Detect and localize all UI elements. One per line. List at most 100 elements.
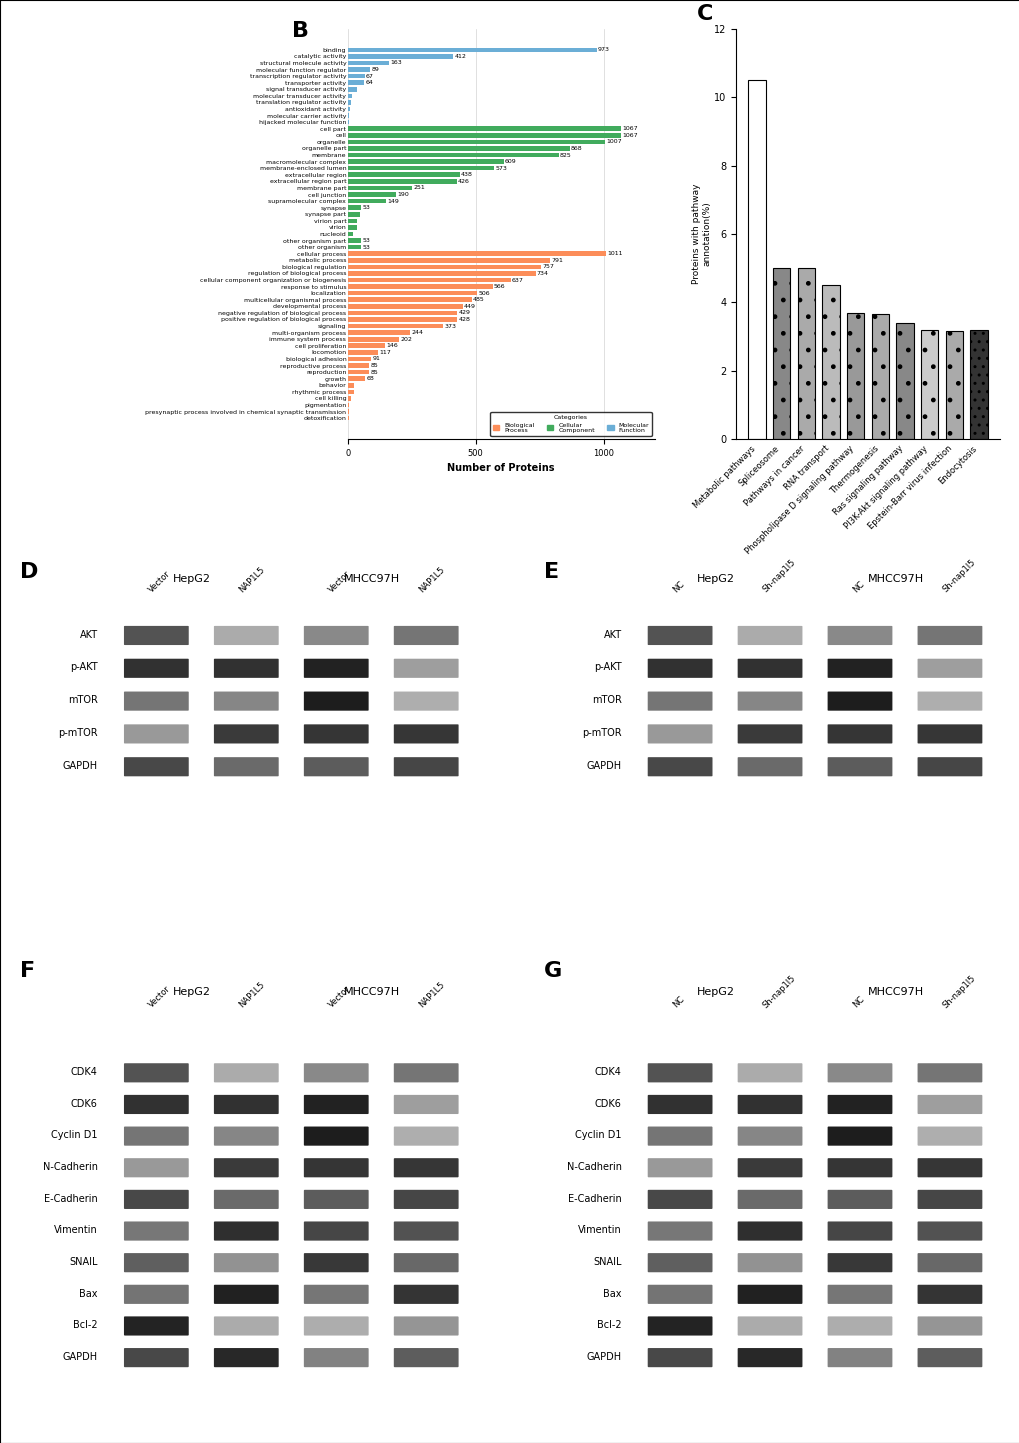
Text: N-Cadherin: N-Cadherin [566,1162,621,1172]
Bar [347,291,477,296]
Text: Vector: Vector [327,569,353,595]
Text: 199: 199 [195,227,224,241]
FancyBboxPatch shape [304,1095,368,1114]
Text: 1067: 1067 [622,133,637,139]
FancyBboxPatch shape [647,1095,712,1114]
FancyBboxPatch shape [737,1316,802,1336]
Ellipse shape [99,141,247,326]
Text: NC: NC [850,994,865,1010]
Text: p-mTOR: p-mTOR [582,729,621,739]
Text: NAP1L5: NAP1L5 [237,980,266,1010]
FancyBboxPatch shape [304,758,368,776]
Text: 573: 573 [495,166,507,170]
FancyBboxPatch shape [917,1253,981,1273]
Text: 53: 53 [362,238,370,242]
Text: HepG2: HepG2 [173,987,211,997]
Text: NAP1L5: NAP1L5 [417,566,446,595]
FancyBboxPatch shape [304,1127,368,1146]
Bar [347,310,457,315]
Bar [347,416,348,420]
FancyBboxPatch shape [214,626,278,645]
FancyBboxPatch shape [393,691,459,711]
Text: mTOR: mTOR [591,696,621,706]
Text: Sh-nap1l5: Sh-nap1l5 [760,973,797,1010]
FancyBboxPatch shape [124,1095,189,1114]
Bar [347,395,351,401]
FancyBboxPatch shape [124,1190,189,1209]
FancyBboxPatch shape [826,626,892,645]
FancyBboxPatch shape [304,1190,368,1209]
Text: 251: 251 [413,186,425,190]
FancyBboxPatch shape [917,1190,981,1209]
FancyBboxPatch shape [647,1316,712,1336]
Text: 64: 64 [365,81,373,85]
FancyBboxPatch shape [304,1348,368,1367]
Ellipse shape [40,141,187,326]
Text: Bcl-2: Bcl-2 [596,1320,621,1330]
Text: HepG2: HepG2 [696,574,735,584]
FancyBboxPatch shape [393,1253,459,1273]
Bar [797,268,814,439]
Bar [871,315,889,439]
FancyBboxPatch shape [393,1316,459,1336]
FancyBboxPatch shape [826,658,892,678]
Bar [347,369,369,374]
FancyBboxPatch shape [737,1127,802,1146]
Text: 163: 163 [390,61,403,65]
FancyBboxPatch shape [647,1284,712,1304]
Text: GAPDH: GAPDH [586,1352,621,1362]
Text: CDK4: CDK4 [71,1066,98,1076]
Text: 485: 485 [473,297,484,302]
Bar [347,205,361,211]
Text: MHCC97H: MHCC97H [112,310,174,323]
FancyBboxPatch shape [393,626,459,645]
Text: 67: 67 [366,74,374,78]
Text: Vector: Vector [147,569,172,595]
Text: 1011: 1011 [607,251,623,257]
FancyBboxPatch shape [214,1284,278,1304]
FancyBboxPatch shape [737,1095,802,1114]
Text: p-mTOR: p-mTOR [58,729,98,739]
Bar [969,329,986,439]
Text: Vimentin: Vimentin [54,1225,98,1235]
Bar [347,199,385,203]
Text: 426: 426 [458,179,470,183]
Text: AKT: AKT [603,629,621,639]
Text: SNAIL: SNAIL [592,1257,621,1267]
FancyBboxPatch shape [214,691,278,711]
Legend: Biological
Process, Cellular
Component, Molecular
Function: Biological Process, Cellular Component, … [490,413,651,436]
Bar [748,81,765,439]
Bar [347,173,460,177]
Bar [347,74,365,78]
FancyBboxPatch shape [826,1221,892,1241]
Text: 149: 149 [386,199,398,203]
FancyBboxPatch shape [124,1284,189,1304]
Text: A: A [8,107,25,126]
Text: Sh-nap1l5: Sh-nap1l5 [941,973,976,1010]
Text: 85: 85 [370,369,378,375]
Text: p-AKT: p-AKT [70,662,98,672]
Text: E-Cadherin: E-Cadherin [44,1193,98,1203]
Bar [347,304,463,309]
FancyBboxPatch shape [214,658,278,678]
FancyBboxPatch shape [214,1159,278,1177]
Bar [945,332,962,439]
Text: AKT: AKT [79,629,98,639]
Text: NC: NC [850,579,865,595]
Text: mTOR: mTOR [68,696,98,706]
X-axis label: Number of Proteins: Number of Proteins [447,463,554,473]
Text: 825: 825 [559,153,572,157]
Bar [347,382,354,388]
FancyBboxPatch shape [393,1284,459,1304]
FancyBboxPatch shape [304,691,368,711]
Text: 609: 609 [504,159,516,165]
FancyBboxPatch shape [737,1063,802,1082]
FancyBboxPatch shape [826,691,892,711]
Text: 85: 85 [370,364,378,368]
Bar [896,323,913,439]
Bar [347,264,541,270]
Text: HepG2: HepG2 [696,987,735,997]
FancyBboxPatch shape [826,1159,892,1177]
Bar [347,68,370,72]
Bar [347,238,361,242]
